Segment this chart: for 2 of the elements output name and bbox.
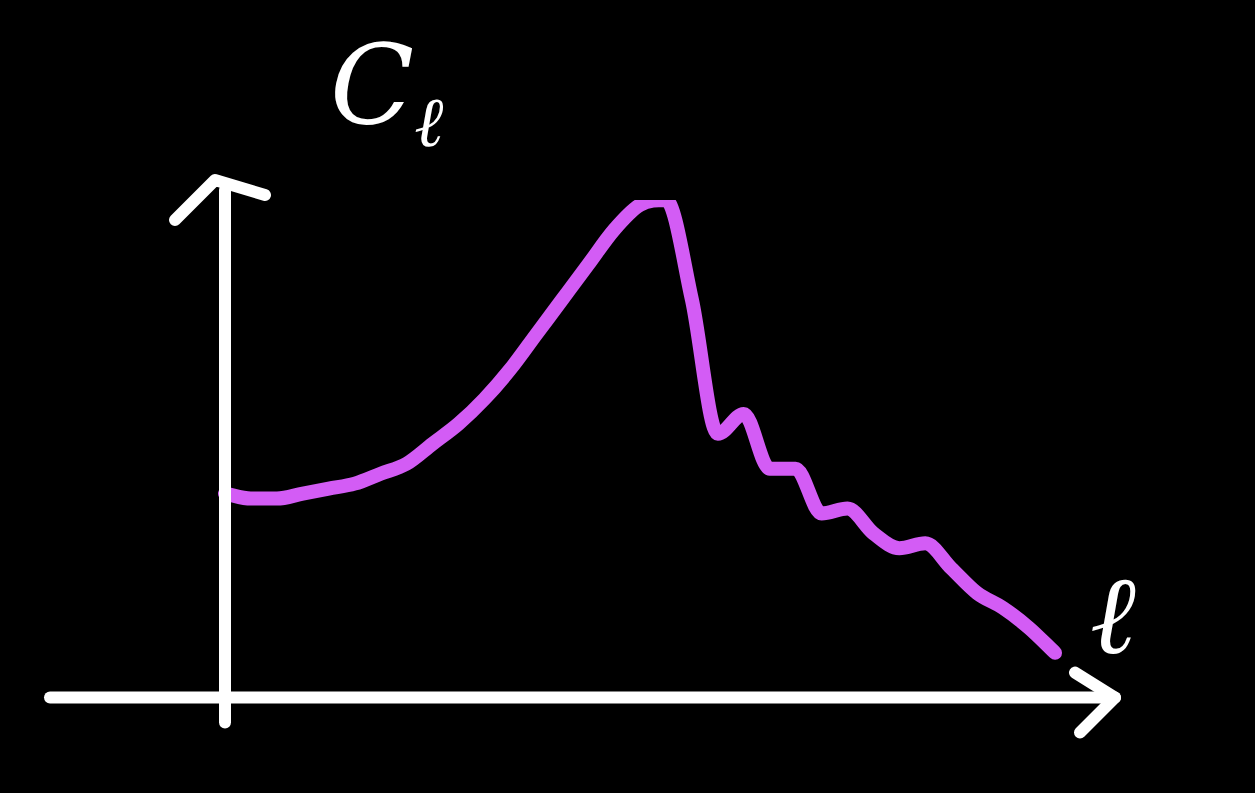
y-axis-title: C$_{ℓ}$ xyxy=(330,21,444,163)
x-axis-title: ℓ xyxy=(1090,551,1136,679)
